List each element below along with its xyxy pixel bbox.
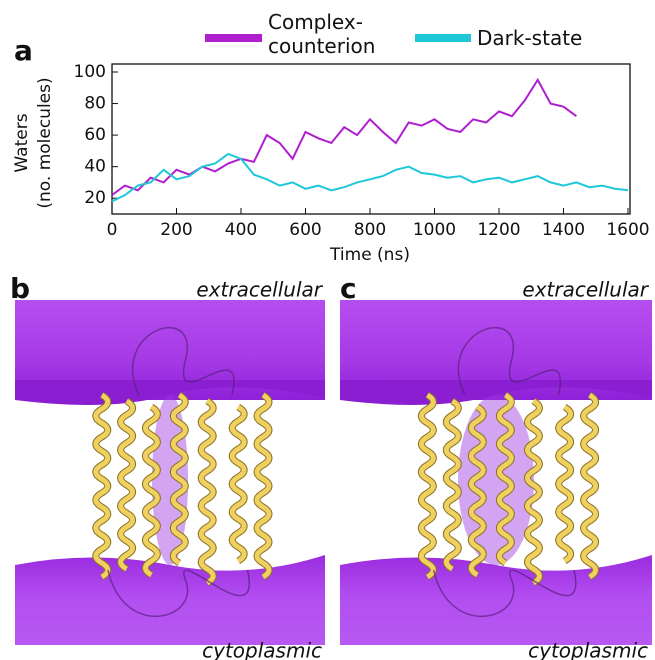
- loop: [107, 569, 250, 617]
- helix: [254, 392, 272, 580]
- loop: [131, 326, 235, 396]
- loop: [432, 569, 577, 617]
- helix: [556, 404, 574, 564]
- legend-label: Complex-counterion: [268, 10, 376, 58]
- region-label: extracellular: [196, 278, 323, 302]
- helix: [170, 392, 188, 566]
- y-tick-label: 40: [84, 157, 106, 177]
- region-label: cytoplasmic: [202, 639, 322, 660]
- x-tick-label: 400: [225, 220, 257, 240]
- helix: [496, 392, 514, 566]
- structure-image: [340, 300, 652, 645]
- x-tick-label: 200: [160, 220, 192, 240]
- helix: [418, 392, 436, 580]
- x-tick-label: 1600: [606, 220, 649, 240]
- y-axis-label-line: (no. molecules): [35, 77, 55, 208]
- x-tick-label: 800: [354, 220, 386, 240]
- helix: [524, 398, 542, 586]
- y-tick-label: 80: [84, 94, 106, 114]
- loop: [457, 326, 562, 396]
- legend-label: Dark-state: [477, 26, 583, 50]
- structure-image: [15, 300, 325, 645]
- x-tick-label: 1200: [477, 220, 520, 240]
- x-tick-label: 600: [289, 220, 321, 240]
- membrane-edge: [15, 380, 325, 405]
- membrane-bottom: [340, 555, 652, 645]
- helix: [198, 398, 216, 586]
- helix: [443, 398, 461, 572]
- panel-label: c: [340, 272, 357, 305]
- helix: [581, 392, 599, 580]
- helix: [142, 404, 160, 578]
- helix: [468, 404, 486, 578]
- helix: [229, 404, 247, 564]
- y-axis-label-line: Waters: [12, 113, 32, 172]
- panel-label: a: [14, 34, 33, 67]
- x-axis-label: Time (ns): [329, 245, 410, 265]
- x-tick-label: 0: [107, 220, 118, 240]
- x-tick-label: 1400: [542, 220, 585, 240]
- data-line: [111, 152, 629, 203]
- helix: [118, 398, 136, 572]
- y-axis-label: Waters (no. molecules): [12, 77, 55, 208]
- data-line: [111, 77, 577, 196]
- membrane-edge: [340, 380, 652, 405]
- panel-label: b: [10, 272, 30, 305]
- y-tick-label: 60: [84, 125, 106, 145]
- region-label: cytoplasmic: [528, 639, 648, 660]
- region-label: extracellular: [522, 278, 649, 302]
- membrane-bottom: [15, 555, 325, 645]
- y-tick-label: 100: [74, 62, 106, 82]
- x-tick-label: 1000: [413, 220, 456, 240]
- helix: [93, 392, 111, 580]
- y-tick-label: 20: [84, 188, 106, 208]
- plot-frame: [111, 63, 631, 215]
